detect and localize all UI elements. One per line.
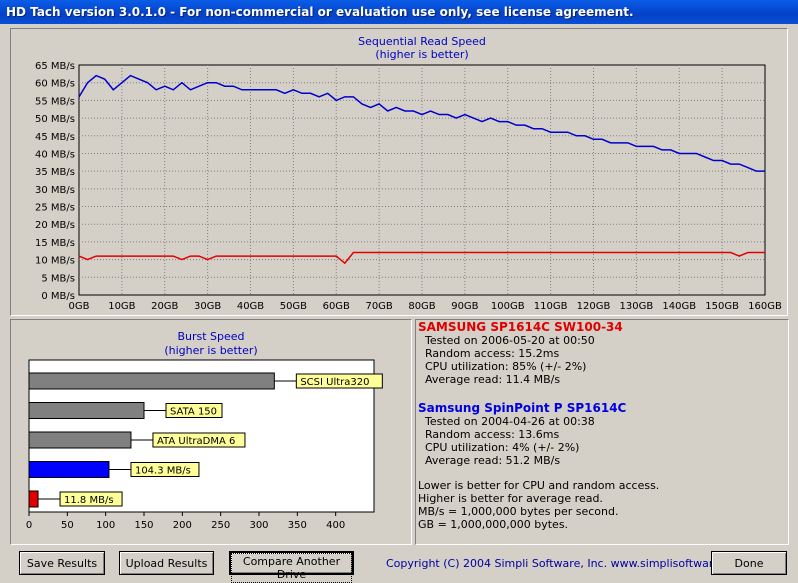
x-tick-label: 90GB xyxy=(451,301,478,312)
burst-subtitle: (higher is better) xyxy=(164,344,257,357)
burst-bar xyxy=(28,490,39,508)
x-tick-label: 30GB xyxy=(194,301,221,312)
drive2-cpu: CPU utilization: 4% (+/- 2%) xyxy=(425,441,580,454)
drive1-tested: Tested on 2006-05-20 at 00:50 xyxy=(425,334,595,347)
burst-tick-label: 50 xyxy=(61,520,74,531)
y-tick-label: 45 MB/s xyxy=(35,132,75,143)
x-tick-label: 0GB xyxy=(69,301,90,312)
read-speed-line-drive1 xyxy=(78,251,765,265)
burst-bar-label: SCSI Ultra320 xyxy=(300,377,369,388)
burst-bar-label: ATA UltraDMA 6 xyxy=(157,436,235,447)
burst-bar-label: SATA 150 xyxy=(170,407,217,418)
x-tick-label: 160GB xyxy=(748,301,782,312)
x-tick-label: 150GB xyxy=(705,301,739,312)
x-tick-label: 100GB xyxy=(491,301,525,312)
x-tick-label: 110GB xyxy=(534,301,568,312)
drive1-cpu: CPU utilization: 85% (+/- 2%) xyxy=(425,360,587,373)
y-tick-label: 25 MB/s xyxy=(35,203,75,214)
drive2-avg-read: Average read: 51.2 MB/s xyxy=(425,454,561,467)
drive1-random-access: Random access: 15.2ms xyxy=(425,347,560,360)
burst-bar xyxy=(28,372,275,390)
info-panel: SAMSUNG SP1614C SW100-34 Tested on 2006-… xyxy=(418,321,786,544)
x-tick-label: 40GB xyxy=(237,301,264,312)
info-panel-frame xyxy=(415,319,789,545)
burst-title: Burst Speed xyxy=(177,330,244,343)
y-tick-label: 50 MB/s xyxy=(35,114,75,125)
burst-label-box xyxy=(59,491,123,507)
chart-subtitle: (higher is better) xyxy=(375,48,468,61)
y-tick-label: 30 MB/s xyxy=(35,185,75,196)
burst-tick-label: 300 xyxy=(249,520,268,531)
x-tick-label: 80GB xyxy=(408,301,435,312)
done-button[interactable]: Done xyxy=(711,551,787,575)
burst-label-box xyxy=(152,432,246,448)
burst-bar-label: 104.3 MB/s xyxy=(135,466,191,477)
x-tick-label: 120GB xyxy=(577,301,611,312)
sequential-chart-panel: Sequential Read Speed (higher is better) 0… xyxy=(10,28,788,316)
x-tick-label: 70GB xyxy=(365,301,392,312)
y-tick-label: 65 MB/s xyxy=(35,61,75,72)
burst-bar xyxy=(28,431,132,449)
y-tick-label: 60 MB/s xyxy=(35,79,75,90)
note-line: MB/s = 1,000,000 bytes per second. xyxy=(418,505,619,518)
drive1-avg-read: Average read: 11.4 MB/s xyxy=(425,373,561,386)
burst-tick-label: 250 xyxy=(211,520,230,531)
burst-tick-label: 200 xyxy=(173,520,192,531)
burst-label-box xyxy=(295,373,383,389)
y-tick-label: 20 MB/s xyxy=(35,220,75,231)
y-tick-label: 10 MB/s xyxy=(35,256,75,267)
window-title: HD Tach version 3.0.1.0 - For non-commer… xyxy=(6,5,634,19)
burst-bar xyxy=(28,461,110,478)
x-tick-label: 130GB xyxy=(620,301,654,312)
drive1-name: SAMSUNG SP1614C SW100-34 xyxy=(418,320,623,334)
drive2-random-access: Random access: 13.6ms xyxy=(425,428,560,441)
drive2-name: Samsung SpinPoint P SP1614C xyxy=(418,401,627,415)
x-tick-label: 10GB xyxy=(108,301,135,312)
note-line: GB = 1,000,000,000 bytes. xyxy=(418,518,569,531)
burst-bar-label: 11.8 MB/s xyxy=(64,495,114,506)
burst-tick-label: 0 xyxy=(26,520,32,531)
sequential-chart: Sequential Read Speed(higher is better) 0… xyxy=(35,35,782,312)
burst-label-box xyxy=(165,403,223,418)
y-tick-label: 40 MB/s xyxy=(35,149,75,160)
compare-another-drive-button[interactable]: Compare Another Drive xyxy=(229,551,354,583)
x-tick-label: 50GB xyxy=(280,301,307,312)
note-line: Lower is better for CPU and random acces… xyxy=(418,479,660,492)
y-tick-label: 15 MB/s xyxy=(35,238,75,249)
note-line: Higher is better for average read. xyxy=(418,492,603,505)
y-tick-label: 55 MB/s xyxy=(35,96,75,107)
burst-tick-label: 400 xyxy=(326,520,345,531)
y-tick-label: 5 MB/s xyxy=(41,273,75,284)
drive2-tested: Tested on 2004-04-26 at 00:38 xyxy=(425,415,595,428)
title-bar[interactable]: HD Tach version 3.0.1.0 - For non-commer… xyxy=(0,0,798,24)
y-tick-label: 35 MB/s xyxy=(35,167,75,178)
upload-results-button[interactable]: Upload Results xyxy=(119,551,214,575)
burst-chart-panel: Burst Speed (higher is better) 0 50 100 150 20… xyxy=(10,319,412,545)
burst-tick-label: 100 xyxy=(96,520,115,531)
burst-tick-label: 150 xyxy=(134,520,153,531)
copyright-text: Copyright (C) 2004 Simpli Software, Inc.… xyxy=(386,557,747,570)
save-results-button[interactable]: Save Results xyxy=(19,551,105,575)
chart-title: Sequential Read Speed xyxy=(358,35,486,48)
x-tick-label: 60GB xyxy=(323,301,350,312)
read-speed-line xyxy=(78,74,765,172)
y-tick-label: 0 MB/s xyxy=(41,291,75,302)
burst-chart: Burst Speed(higher is better) 0 50 100 150 20… xyxy=(26,330,383,531)
x-tick-label: 140GB xyxy=(662,301,696,312)
burst-label-box xyxy=(130,462,200,477)
x-tick-label: 20GB xyxy=(151,301,178,312)
burst-bar xyxy=(28,402,145,419)
burst-tick-label: 350 xyxy=(288,520,307,531)
